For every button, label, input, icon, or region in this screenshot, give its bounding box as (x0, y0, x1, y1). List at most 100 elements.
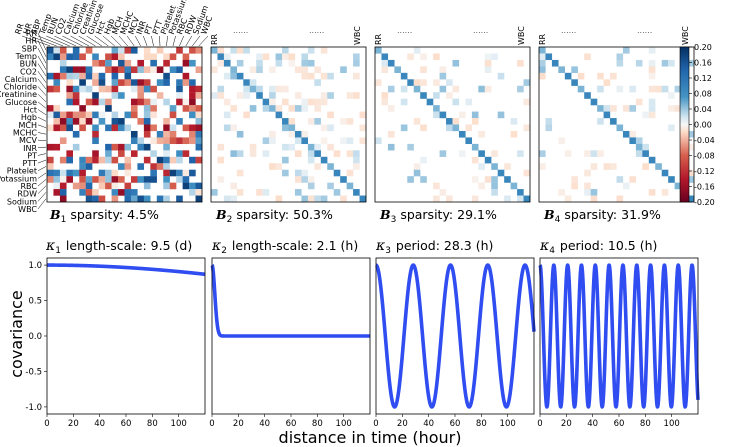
heatmap-1-cell (182, 169, 190, 177)
heatmap-4-cell (539, 66, 546, 73)
heatmap-1-cell (195, 111, 203, 119)
heatmap-1-cell (169, 169, 177, 177)
heatmap-2-cell (282, 118, 289, 125)
heatmap-1-cell (105, 53, 112, 61)
heatmap-1-cell (189, 111, 196, 119)
heatmap-2-cell (256, 85, 263, 93)
heatmap-1-cell (143, 47, 151, 54)
heatmap-row-label: RDW (17, 190, 37, 199)
heatmap-3-cell (446, 92, 453, 99)
heatmap-1-cell (118, 79, 125, 86)
heatmap-2-cell (243, 47, 250, 54)
heatmap-1-cell (176, 66, 183, 73)
heatmap-3-cell (387, 85, 395, 93)
heatmap-1-cell (156, 92, 164, 99)
heatmap-col-leader (21, 35, 51, 47)
heatmap-4-cell (590, 150, 598, 157)
heatmap-1-cell (53, 47, 61, 54)
heatmap-4: RR WBC............ (538, 26, 695, 203)
heatmap-1-cell (85, 182, 93, 190)
heatmap-2-cell (217, 47, 225, 54)
y-tick-label: 0.0 (28, 332, 42, 342)
heatmap-1-cell (130, 85, 138, 93)
heatmap-4-cell (629, 105, 637, 112)
x-tick-label: 80 (147, 419, 158, 429)
heatmap-2-cell (236, 130, 244, 138)
heatmap-1-cell (59, 156, 67, 164)
heatmap-row-label: RBC (21, 182, 38, 191)
heatmap-2-cell (230, 105, 237, 112)
heatmap-2-cell (346, 137, 354, 145)
heatmap-1-cell (124, 47, 132, 54)
heatmap-4-cell (622, 130, 630, 138)
heatmap-1-cell (163, 118, 170, 125)
colorbar-tick-label: -0.08 (694, 152, 715, 161)
heatmap-1-cell (163, 195, 170, 203)
heatmap-1-cell (137, 143, 145, 151)
heatmap-2-cell (269, 163, 276, 170)
heatmap-1-cell (118, 47, 125, 54)
heatmap-2-cell (230, 195, 237, 203)
heatmap-4-top-ellipsis-left: ...... (561, 26, 576, 35)
heatmap-1-cell (189, 92, 196, 99)
heatmap-2-cell (346, 169, 354, 177)
heatmap-1-cell (195, 66, 203, 73)
heatmap-2-cell (327, 143, 334, 151)
heatmap-1-cell (130, 111, 138, 119)
colorbar-tick-label: 0.12 (694, 74, 712, 83)
heatmap-col-leader (62, 35, 83, 47)
heatmap-4-cell (648, 105, 656, 112)
heatmap-2-cell (249, 150, 257, 157)
heatmap-4-cell (668, 105, 675, 112)
heatmap-3-cell (465, 124, 473, 132)
heatmap-1-cell (105, 59, 112, 67)
heatmap-4-cell (584, 182, 591, 190)
heatmap-4-cell (571, 66, 578, 73)
heatmap-4-cell (635, 143, 643, 151)
heatmap-1-cell (143, 182, 151, 190)
heatmap-4-cell (687, 59, 695, 67)
heatmap-1-cell (169, 111, 177, 119)
colorbar-tick-label: 0.16 (694, 59, 712, 68)
heatmap-4-cell (584, 169, 591, 177)
heatmap-3-cell (510, 130, 518, 138)
caption-k4: κ4 period: 10.5 (h) (539, 238, 657, 256)
heatmap-1-cell (79, 53, 86, 61)
heatmap-col-label: HR (22, 21, 35, 35)
heatmap-1-cell (124, 143, 132, 151)
heatmap-2-cell (288, 105, 296, 112)
x-tick-label: 0 (373, 419, 378, 429)
heatmap-1-cell (156, 163, 164, 170)
heatmap-1-cell (163, 53, 170, 61)
heatmap-4-cell (610, 118, 617, 125)
kernel-plot-2: 0 20 40 60 80 100 (209, 257, 372, 429)
heatmap-2-cell (249, 143, 257, 151)
heatmap-1-cell (85, 72, 93, 80)
heatmap-3-cell (387, 59, 395, 67)
heatmap-2-cell (269, 130, 276, 138)
heatmap-1-cell (111, 189, 119, 196)
heatmap-2-cell (333, 150, 341, 157)
heatmap-2-top-first: RR (210, 33, 219, 45)
heatmap-row-leader (37, 48, 47, 64)
heatmap-1-cell (124, 59, 132, 67)
heatmap-2-cell (230, 182, 237, 190)
heatmap-2-cell (353, 72, 360, 80)
heatmap-3-cell (420, 124, 427, 132)
heatmap-3-cell (407, 53, 414, 61)
heatmap-col-label: PT (143, 23, 155, 35)
heatmap-2-cell (275, 105, 283, 112)
heatmap-1-cell (176, 150, 183, 157)
heatmap-4-cell (545, 53, 553, 61)
heatmap-1-cell (98, 98, 106, 106)
heatmap-row-leader (37, 132, 47, 135)
heatmap-2-cell (282, 169, 289, 177)
heatmap-col-leader (118, 35, 128, 47)
heatmap-4-cell (590, 189, 598, 196)
heatmap-row-leader (37, 63, 47, 77)
heatmap-3-top-first: RR (374, 33, 383, 45)
heatmap-3-cell (387, 143, 395, 151)
heatmap-2-cell (340, 118, 347, 125)
y-axis-label: covariance (7, 290, 26, 377)
heatmap-4-cell (571, 176, 578, 183)
